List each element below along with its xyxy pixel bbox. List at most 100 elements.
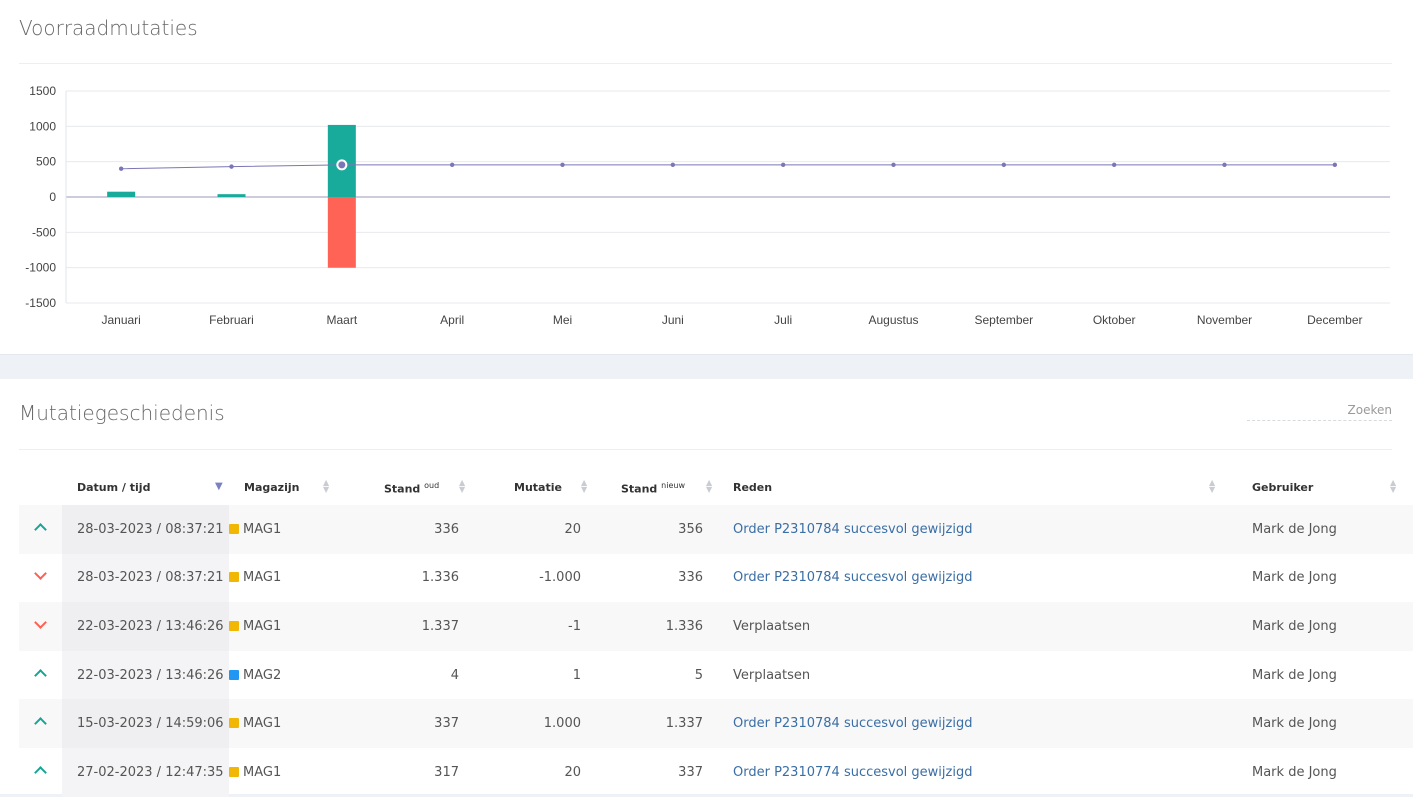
- sort-icon[interactable]: ▲ ▼: [1209, 478, 1216, 494]
- stock-level-point: [780, 162, 786, 168]
- user-cell: Mark de Jong: [1252, 764, 1337, 780]
- y-tick-label: -500: [32, 225, 56, 239]
- x-tick-label: Juni: [662, 313, 684, 327]
- stand-nieuw-cell: 1.337: [601, 699, 723, 748]
- column-label: Stand: [384, 482, 421, 496]
- column-header-magazijn[interactable]: Magazijn ▲ ▼: [229, 469, 354, 505]
- reason-link[interactable]: Order P2310774 succesvol gewijzigd: [733, 764, 973, 780]
- warehouse-cell: MAG1: [229, 554, 354, 603]
- warehouse-label: MAG2: [243, 667, 282, 683]
- mutation-history-table: Datum / tijd ▼ Magazijn ▲ ▼ Stand oud ▲ ▼ …: [19, 469, 1413, 797]
- sort-icon[interactable]: ▲ ▼: [1390, 478, 1397, 494]
- y-tick-label: 500: [36, 155, 56, 169]
- reason-cell: Order P2310774 succesvol gewijzigd: [723, 748, 1223, 797]
- reason-text: Verplaatsen: [733, 667, 811, 683]
- y-tick-label: 1000: [29, 119, 56, 133]
- x-tick-label: Januari: [101, 313, 140, 327]
- column-label-sup: nieuw: [661, 481, 685, 490]
- reason-link[interactable]: Order P2310784 succesvol gewijzigd: [733, 570, 973, 586]
- warehouse-label: MAG1: [243, 764, 282, 780]
- warehouse-color-swatch: [229, 669, 239, 680]
- sort-icon[interactable]: ▲ ▼: [323, 478, 330, 494]
- mutatie-cell: 20: [479, 505, 601, 554]
- stand-nieuw-cell: 5: [694, 667, 703, 683]
- table-row[interactable]: 28-03-2023 / 08:37:21 MAG1 336 20 356 Order P…: [19, 505, 1413, 554]
- column-label: Stand: [621, 482, 658, 496]
- stock-level-point: [449, 162, 455, 168]
- search-input[interactable]: [1247, 401, 1392, 421]
- table-row[interactable]: 22-03-2023 / 13:46:26 MAG1 1.337 -1 1.336 Ver…: [19, 602, 1413, 651]
- stand-nieuw-cell: 337: [678, 764, 703, 780]
- warehouse-cell: MAG1: [229, 699, 354, 748]
- reason-cell: Order P2310784 succesvol gewijzigd: [723, 554, 1223, 603]
- x-tick-label: Juli: [774, 313, 792, 327]
- x-tick-label: November: [1197, 313, 1252, 327]
- reason-link[interactable]: Order P2310784 succesvol gewijzigd: [733, 716, 973, 732]
- column-header-reden[interactable]: Reden ▲ ▼: [723, 469, 1223, 505]
- column-label-sup: oud: [424, 481, 440, 490]
- reason-cell: Verplaatsen: [723, 651, 1223, 700]
- history-section-title: Mutatiegeschiedenis: [19, 401, 225, 425]
- chevron-up-icon: [34, 765, 47, 779]
- stand-nieuw-cell: 336: [678, 570, 703, 586]
- reason-cell: Order P2310784 succesvol gewijzigd: [723, 505, 1223, 554]
- history-title-divider: [19, 449, 1392, 450]
- stock-level-point: [118, 166, 124, 171]
- table-row[interactable]: 28-03-2023 / 08:37:21 MAG1 1.336 -1.000 336 O…: [19, 553, 1413, 603]
- stand-oud-cell: 337: [354, 699, 479, 748]
- x-tick-label: Mei: [553, 313, 572, 327]
- column-label: Magazijn: [244, 481, 300, 494]
- column-label: Datum / tijd: [77, 481, 151, 494]
- sort-icon[interactable]: ▲ ▼: [706, 478, 713, 494]
- stand-nieuw-cell: 1.336: [601, 602, 723, 651]
- warehouse-color-swatch: [229, 620, 239, 631]
- table-row[interactable]: 27-02-2023 / 12:47:35 MAG1 317 20 337 Order P…: [19, 747, 1413, 797]
- column-header-mutatie[interactable]: Mutatie ▲ ▼: [479, 469, 601, 505]
- stock-level-point: [1001, 162, 1007, 168]
- column-label: Reden: [733, 481, 773, 494]
- column-header-datum[interactable]: Datum / tijd ▼: [62, 469, 229, 505]
- sort-icon[interactable]: ▲ ▼: [459, 478, 466, 494]
- datetime-cell: 28-03-2023 / 08:37:21: [62, 553, 229, 603]
- warehouse-cell: MAG1: [229, 602, 354, 651]
- chevron-up-icon: [34, 717, 47, 731]
- reason-link[interactable]: Order P2310784 succesvol gewijzigd: [733, 521, 973, 537]
- reason-cell: Order P2310784 succesvol gewijzigd: [723, 699, 1223, 748]
- column-header-stand-oud[interactable]: Stand oud ▲ ▼: [354, 469, 479, 505]
- column-header-gebruiker[interactable]: Gebruiker ▲ ▼: [1223, 469, 1413, 505]
- user-cell: Mark de Jong: [1252, 667, 1337, 683]
- sort-desc-icon[interactable]: ▼: [215, 481, 223, 492]
- reason-cell: Verplaatsen: [723, 602, 1223, 651]
- table-row[interactable]: 15-03-2023 / 14:59:06 MAG1 337 1.000 1.337 Or…: [19, 699, 1413, 748]
- x-tick-label: Augustus: [868, 313, 918, 327]
- y-tick-label: 1500: [29, 84, 56, 98]
- column-header-stand-nieuw[interactable]: Stand nieuw ▲ ▼: [601, 469, 723, 505]
- mutation-history-panel: Mutatiegeschiedenis Datum / tijd ▼ Magaz…: [0, 379, 1413, 797]
- datetime-cell: 22-03-2023 / 13:46:26: [62, 602, 229, 651]
- datetime-cell: 22-03-2023 / 13:46:26: [62, 650, 229, 700]
- stock-mutations-panel: Voorraadmutaties 1500 1000 500 0 -500 -1000 -1…: [0, 0, 1413, 355]
- warehouse-label: MAG1: [243, 521, 282, 537]
- column-label: Gebruiker: [1252, 481, 1314, 494]
- sort-icon[interactable]: ▲ ▼: [581, 478, 588, 494]
- mutatie-cell: 20: [564, 764, 581, 780]
- warehouse-cell: MAG2: [229, 651, 354, 700]
- warehouse-color-swatch: [229, 572, 239, 583]
- direction-cell: [19, 651, 62, 700]
- mutatie-cell: 1.000: [479, 699, 601, 748]
- stand-oud-cell: 4: [450, 667, 459, 683]
- x-tick-label: December: [1307, 313, 1362, 327]
- stand-nieuw-cell: 356: [601, 505, 723, 554]
- direction-cell: [19, 748, 62, 797]
- mutatie-cell: -1: [479, 602, 601, 651]
- user-cell: Mark de Jong: [1223, 699, 1413, 748]
- stock-level-point: [229, 164, 234, 169]
- x-tick-label: April: [440, 313, 464, 327]
- bar-increase: [107, 191, 136, 197]
- table-row[interactable]: 22-03-2023 / 13:46:26 MAG2 4 1 5 Verplaatsen M…: [19, 650, 1413, 700]
- warehouse-color-swatch: [229, 766, 239, 777]
- stock-level-point: [1332, 162, 1338, 168]
- datetime-cell: 15-03-2023 / 14:59:06: [62, 699, 229, 748]
- stock-level-point: [1222, 162, 1227, 168]
- chart-section-title: Voorraadmutaties: [19, 16, 198, 40]
